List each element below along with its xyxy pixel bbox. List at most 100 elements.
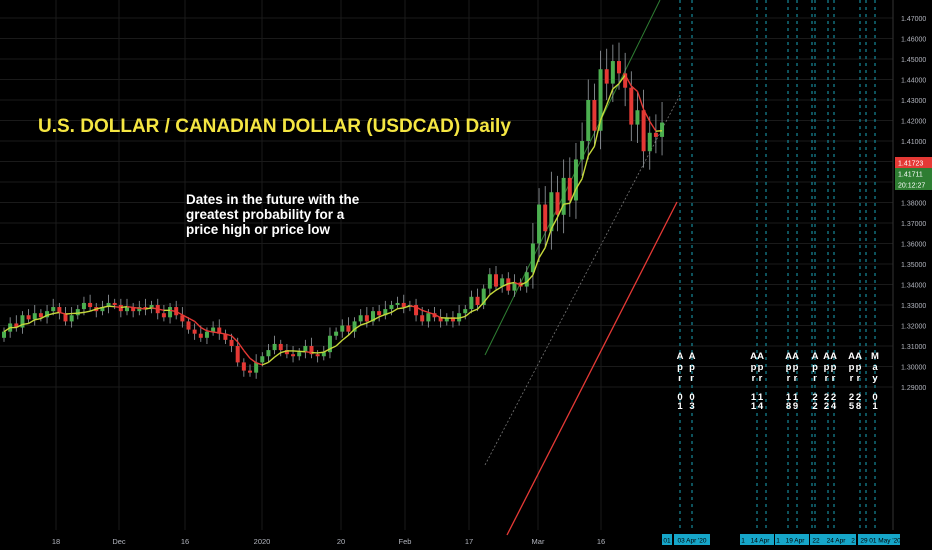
date-box-label: 22: [812, 538, 820, 545]
moving-average-segment: [225, 333, 232, 337]
y-tick-label: 1.44000: [901, 78, 926, 85]
moving-average-segment: [83, 310, 91, 314]
candle-body: [506, 278, 511, 291]
projection-month-char: r: [857, 373, 861, 384]
projection-month-char: p: [793, 362, 799, 373]
candle-body: [524, 272, 529, 287]
moving-average-segment: [415, 306, 423, 311]
projection-day-char: 8: [856, 401, 861, 412]
projection-day-char: 8: [786, 401, 791, 412]
moving-average-segment: [280, 350, 288, 354]
candle-body: [137, 307, 142, 312]
y-tick-label: 1.46000: [901, 37, 926, 44]
y-tick-label: 1.29000: [901, 385, 926, 392]
moving-average-segment: [360, 322, 368, 326]
candle-body: [272, 343, 277, 351]
moving-average-segment: [538, 247, 546, 259]
candle-body: [20, 315, 25, 328]
moving-average-segment: [532, 257, 540, 276]
candle-body: [260, 356, 265, 363]
moving-average-segment: [642, 109, 651, 122]
moving-average-segment: [428, 311, 435, 316]
moving-average-segment: [409, 305, 417, 308]
candle-body: [635, 110, 640, 125]
projection-month-char: r: [752, 373, 756, 384]
candle-body: [278, 343, 283, 351]
candle-body: [88, 302, 93, 308]
moving-average-segment: [182, 314, 189, 319]
projection-month-char: A: [855, 351, 862, 362]
price-label-bg: [895, 179, 932, 190]
candle-body: [32, 313, 37, 320]
annotation-line-3: price high or price low: [186, 222, 331, 237]
candle-body: [573, 159, 578, 201]
candle-body: [14, 323, 19, 328]
candle-body: [229, 339, 234, 346]
moving-average-segment: [606, 88, 614, 106]
candle-body: [149, 305, 154, 310]
candle-body: [284, 350, 289, 355]
moving-average-segment: [477, 302, 485, 310]
moving-average-segment: [59, 311, 66, 315]
candle-body: [598, 69, 603, 131]
candle-body: [530, 243, 535, 273]
moving-average-segment: [550, 216, 559, 230]
candle-body: [383, 309, 388, 316]
moving-average-segment: [157, 308, 165, 312]
y-tick-label: 1.42000: [901, 119, 926, 126]
candle-body: [131, 307, 136, 312]
projection-month-char: p: [786, 362, 792, 373]
candle-body: [75, 309, 80, 316]
moving-average-segment: [508, 281, 515, 285]
candle-body: [450, 317, 455, 322]
projection-day-char: 2: [856, 392, 861, 403]
date-box-label: 29: [860, 538, 868, 545]
moving-average-segment: [556, 203, 565, 218]
candle-body: [211, 327, 216, 332]
date-box-label: 01 May '20: [869, 538, 901, 545]
candle-body: [444, 317, 449, 322]
moving-average-segment: [22, 322, 29, 326]
candle-body: [192, 329, 197, 334]
candle-body: [543, 204, 548, 232]
moving-average-segment: [587, 145, 595, 157]
candle-body: [604, 69, 609, 84]
projection-day-char: 1: [793, 392, 799, 403]
date-box: [850, 534, 856, 545]
moving-average-segment: [397, 307, 404, 310]
projection-day-char: 0: [677, 392, 682, 403]
moving-average-segment: [114, 305, 121, 309]
candle-body: [198, 333, 203, 338]
projection-month-char: p: [831, 362, 837, 373]
moving-average-segment: [96, 306, 103, 310]
projection-month-char: r: [794, 373, 798, 384]
candle-body: [512, 282, 517, 291]
projection-month-char: p: [677, 362, 683, 373]
candle-body: [586, 100, 591, 141]
moving-average-segment: [15, 323, 23, 329]
projection-day-char: 2: [831, 392, 836, 403]
projection-day-char: 2: [824, 392, 829, 403]
candle-body: [432, 313, 437, 318]
moving-average-segment: [329, 345, 337, 350]
projection-day-char: 1: [751, 401, 757, 412]
projection-day-char: 1: [872, 401, 878, 412]
moving-average-segment: [483, 294, 491, 303]
candle-body: [38, 313, 43, 318]
y-tick-label: 1.32000: [901, 324, 926, 331]
y-tick-label: 1.37000: [901, 221, 926, 228]
candle-body: [112, 302, 117, 305]
candle-body: [660, 122, 665, 137]
projection-month-char: r: [759, 373, 763, 384]
projection-month-char: r: [690, 373, 694, 384]
projection-month-char: r: [678, 373, 682, 384]
moving-average-segment: [34, 317, 42, 321]
date-box-label: 2: [851, 538, 855, 545]
price-label: 1.41711: [898, 172, 923, 179]
moving-average-segment: [581, 155, 589, 179]
candle-body: [463, 309, 468, 314]
candle-body: [500, 278, 505, 287]
projection-month-char: A: [689, 351, 696, 362]
